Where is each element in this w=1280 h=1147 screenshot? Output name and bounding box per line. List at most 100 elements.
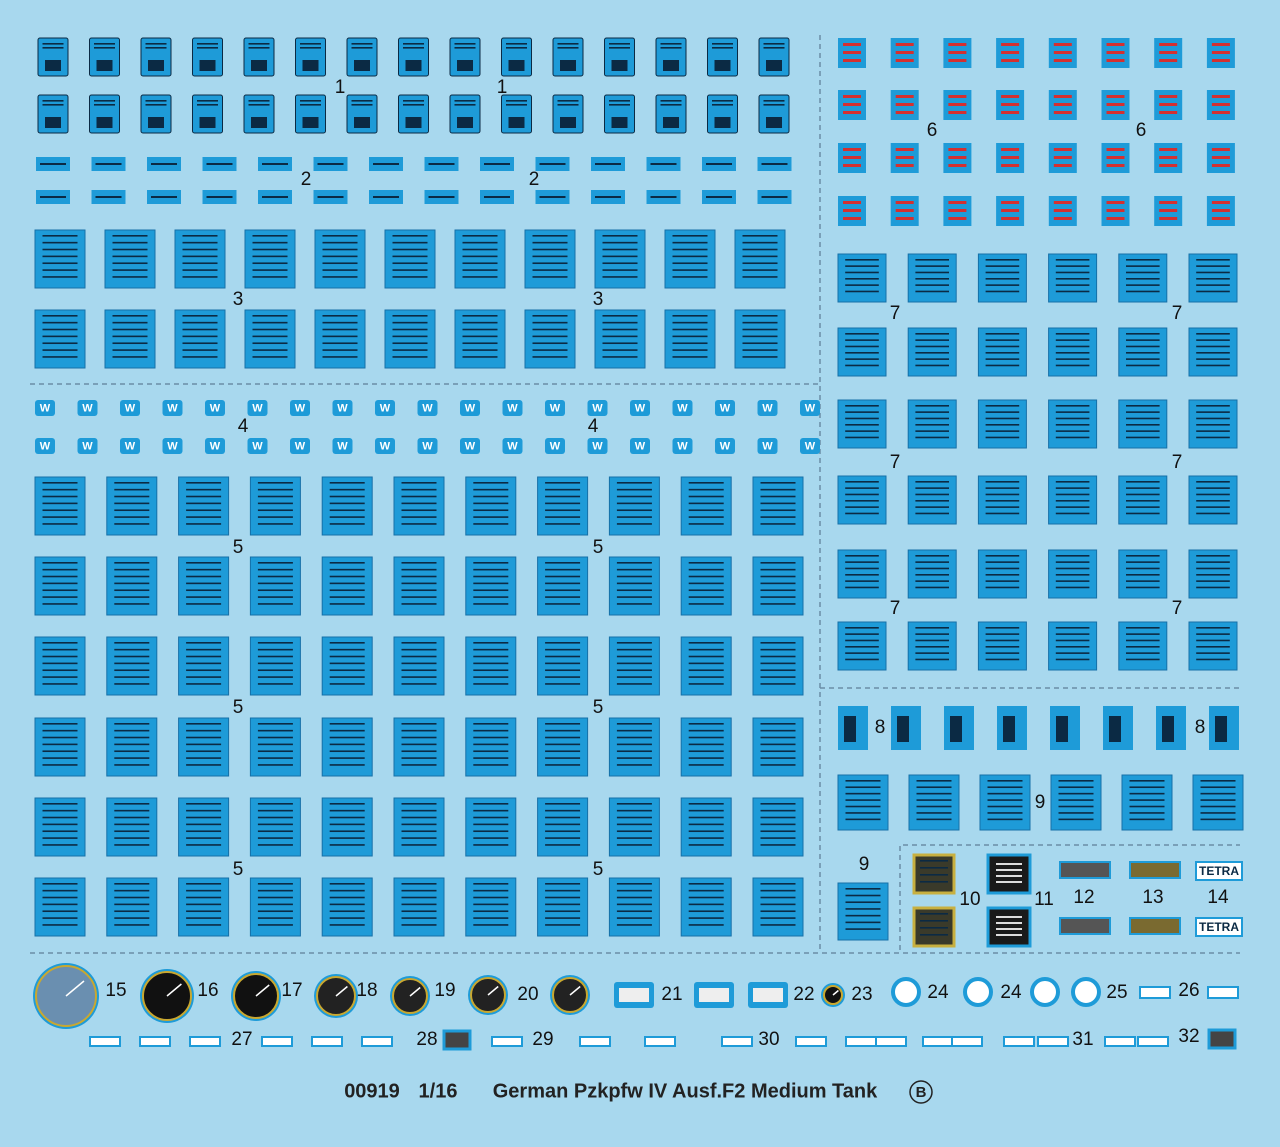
decal-print bbox=[484, 196, 510, 198]
decal-print bbox=[545, 924, 581, 926]
decal-print bbox=[1211, 103, 1230, 106]
decal bbox=[680, 797, 732, 857]
decal-print bbox=[473, 562, 509, 564]
decal-print bbox=[401, 837, 437, 839]
decal-print bbox=[42, 276, 78, 278]
decal-print bbox=[1196, 417, 1230, 420]
decal-print bbox=[462, 276, 498, 278]
decal-print bbox=[1126, 265, 1160, 267]
small-decal bbox=[311, 1036, 343, 1047]
decal bbox=[537, 797, 589, 857]
decal-print bbox=[403, 100, 424, 102]
decal bbox=[545, 438, 565, 454]
section-label: 16 bbox=[197, 980, 218, 1001]
decal-print bbox=[895, 217, 914, 220]
decal-print bbox=[915, 493, 949, 496]
decal-print bbox=[257, 502, 293, 505]
decal-print bbox=[257, 648, 293, 651]
decal-print bbox=[322, 248, 358, 251]
decal-print bbox=[322, 328, 358, 331]
decal-print bbox=[611, 60, 628, 71]
decal-print bbox=[1126, 506, 1160, 508]
decal-print bbox=[688, 883, 724, 885]
decal bbox=[120, 438, 140, 454]
decal-print bbox=[114, 723, 150, 725]
decal-print bbox=[985, 580, 1020, 582]
decal-print bbox=[688, 596, 724, 598]
decal-print bbox=[616, 917, 652, 919]
decal-print bbox=[1126, 627, 1160, 629]
decal-print bbox=[663, 60, 679, 71]
decal-print bbox=[182, 248, 218, 251]
decal-print bbox=[996, 881, 1022, 883]
decal-print bbox=[199, 60, 216, 71]
section-label: 8 bbox=[875, 717, 886, 738]
decal-print bbox=[1129, 792, 1165, 795]
decal bbox=[672, 438, 693, 454]
decal-print bbox=[428, 163, 455, 165]
decal-print bbox=[112, 248, 148, 251]
decal-print bbox=[454, 100, 476, 102]
decal-print bbox=[42, 328, 78, 331]
decal-print bbox=[688, 809, 724, 812]
decal-print bbox=[996, 869, 1022, 871]
decal-print bbox=[1058, 812, 1094, 814]
decal-print bbox=[114, 582, 150, 585]
decal-print bbox=[1058, 818, 1094, 821]
decal-print bbox=[688, 662, 724, 665]
decal-print bbox=[915, 633, 949, 635]
gauge-needle bbox=[409, 986, 421, 997]
decal-print bbox=[1126, 278, 1160, 280]
decal bbox=[321, 797, 373, 857]
decal-print bbox=[1001, 59, 1020, 62]
decal-print bbox=[248, 100, 270, 102]
decal-print bbox=[401, 676, 437, 678]
decal-print bbox=[1001, 217, 1020, 220]
decal bbox=[460, 438, 480, 454]
decal-print bbox=[1196, 278, 1230, 280]
decal-print bbox=[401, 683, 437, 685]
decal-print bbox=[1159, 59, 1178, 62]
decal bbox=[502, 438, 523, 454]
decal-w: W bbox=[337, 402, 348, 414]
decal-print bbox=[42, 655, 78, 658]
decal-print bbox=[473, 669, 509, 672]
decal-print bbox=[508, 117, 525, 128]
decal-print bbox=[545, 582, 581, 585]
decal-print bbox=[985, 417, 1020, 420]
decal-print bbox=[985, 265, 1020, 267]
decal-print bbox=[508, 60, 525, 71]
decal bbox=[537, 476, 589, 536]
decal-print bbox=[257, 655, 293, 658]
decal-w: W bbox=[295, 440, 306, 452]
decal bbox=[244, 309, 296, 369]
decal-print bbox=[1058, 792, 1094, 795]
ring-decal bbox=[891, 977, 921, 1007]
decal-print bbox=[688, 568, 724, 571]
decal bbox=[465, 556, 517, 616]
decal-print bbox=[672, 349, 708, 351]
small-decal bbox=[845, 1036, 877, 1047]
decal-print bbox=[329, 803, 365, 805]
decal-print bbox=[392, 235, 428, 237]
decal-print bbox=[609, 104, 630, 106]
decal-print bbox=[545, 809, 581, 812]
decal-print bbox=[985, 405, 1020, 407]
decal-print bbox=[1196, 512, 1230, 515]
decal bbox=[249, 636, 301, 696]
decal-print bbox=[462, 262, 498, 265]
decal-print bbox=[473, 655, 509, 658]
decal-print bbox=[329, 743, 365, 746]
decal-print bbox=[257, 509, 293, 512]
decal bbox=[908, 774, 960, 831]
decal-print bbox=[401, 723, 437, 725]
decal-print bbox=[760, 495, 796, 498]
decal-print bbox=[182, 321, 218, 324]
decal-print bbox=[699, 988, 729, 1002]
decal bbox=[34, 309, 86, 369]
decal-print bbox=[539, 196, 566, 198]
decal bbox=[34, 229, 86, 289]
decal-print bbox=[920, 881, 948, 883]
decal-print bbox=[42, 262, 78, 265]
decal-print bbox=[1055, 352, 1090, 354]
